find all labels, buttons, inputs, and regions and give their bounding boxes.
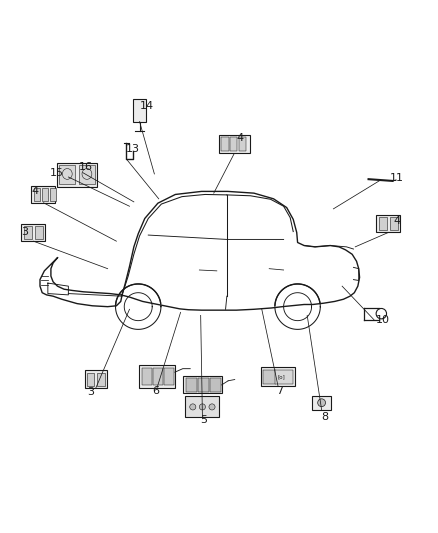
Bar: [34, 188, 40, 200]
Bar: [261, 367, 295, 386]
Bar: [185, 396, 219, 417]
Text: 4: 4: [237, 133, 244, 143]
Text: [o]: [o]: [278, 374, 285, 379]
Bar: [87, 373, 94, 386]
Bar: [32, 186, 56, 203]
Bar: [139, 365, 175, 388]
Circle shape: [209, 404, 215, 410]
Text: 4: 4: [31, 187, 38, 196]
Text: 13: 13: [126, 144, 140, 155]
Bar: [239, 138, 246, 151]
Text: 3: 3: [21, 228, 28, 237]
Circle shape: [318, 399, 325, 407]
Bar: [142, 368, 152, 385]
Bar: [186, 378, 197, 392]
Bar: [210, 378, 221, 392]
Bar: [50, 188, 56, 200]
Bar: [97, 373, 105, 386]
Bar: [376, 215, 400, 232]
Bar: [221, 138, 229, 151]
Bar: [79, 165, 95, 184]
Bar: [153, 368, 163, 385]
Text: 11: 11: [390, 173, 404, 183]
Text: 10: 10: [376, 315, 390, 325]
Text: 7: 7: [276, 386, 283, 396]
Bar: [24, 226, 32, 239]
Bar: [60, 165, 75, 184]
Bar: [198, 378, 209, 392]
Bar: [219, 135, 250, 154]
Bar: [275, 369, 293, 384]
Bar: [35, 226, 43, 239]
Bar: [390, 217, 398, 230]
Text: 3: 3: [87, 387, 94, 397]
Bar: [312, 395, 331, 410]
Text: 8: 8: [321, 412, 328, 422]
Bar: [379, 217, 387, 230]
Bar: [183, 376, 222, 393]
Circle shape: [190, 404, 196, 410]
Text: 15: 15: [49, 168, 64, 177]
Text: 6: 6: [152, 386, 159, 396]
Bar: [21, 224, 46, 241]
Bar: [42, 188, 48, 200]
Bar: [263, 369, 276, 384]
Bar: [133, 99, 146, 122]
Bar: [85, 370, 107, 388]
Bar: [164, 368, 174, 385]
Bar: [57, 163, 97, 187]
Bar: [230, 138, 237, 151]
Text: 14: 14: [140, 101, 154, 111]
Circle shape: [199, 404, 205, 410]
Text: 16: 16: [79, 162, 93, 172]
Text: 5: 5: [200, 415, 207, 425]
Text: 4: 4: [394, 216, 401, 225]
